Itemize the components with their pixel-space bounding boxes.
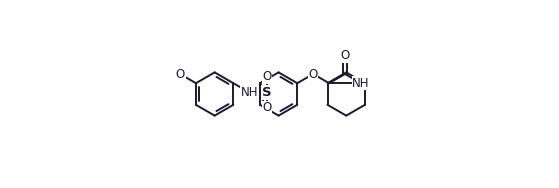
Text: O: O [309,67,318,80]
Text: S: S [262,86,272,99]
Text: O: O [262,102,271,114]
Text: O: O [262,70,271,83]
Text: O: O [176,67,184,80]
Text: O: O [340,49,349,62]
Text: NH: NH [240,86,258,99]
Text: NH: NH [352,77,369,90]
